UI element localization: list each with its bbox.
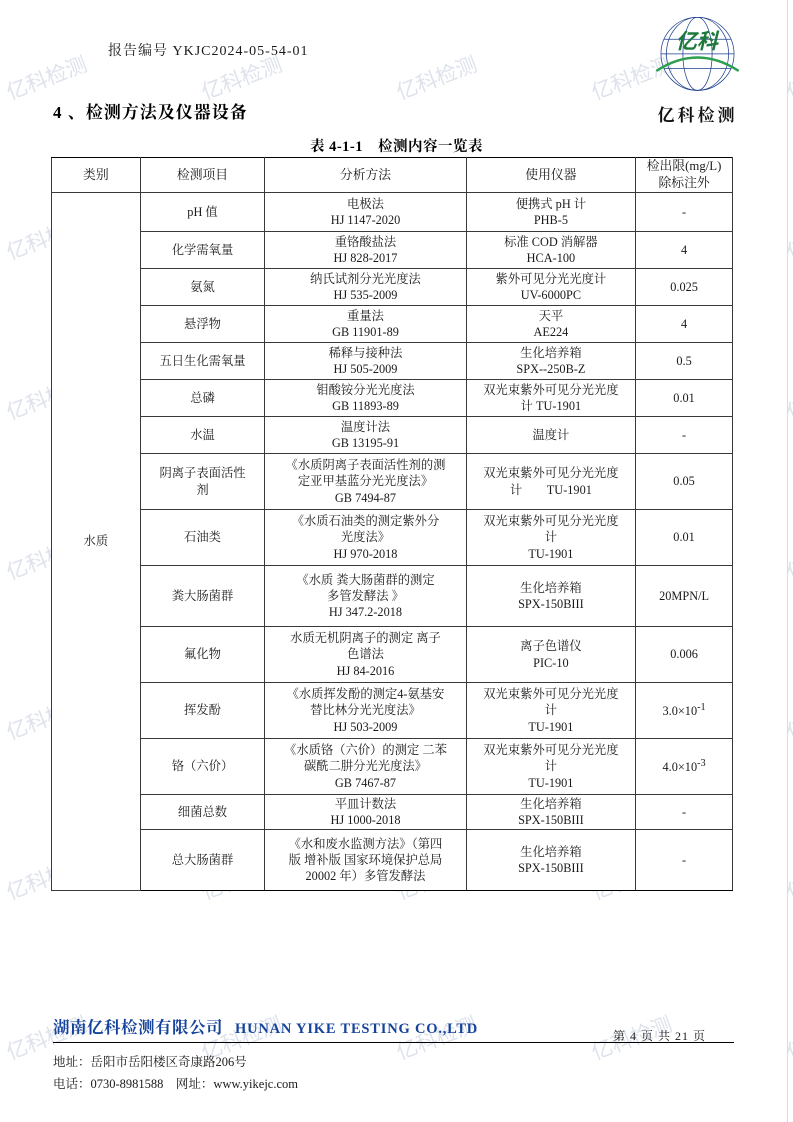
svg-text:亿科: 亿科: [676, 24, 720, 55]
